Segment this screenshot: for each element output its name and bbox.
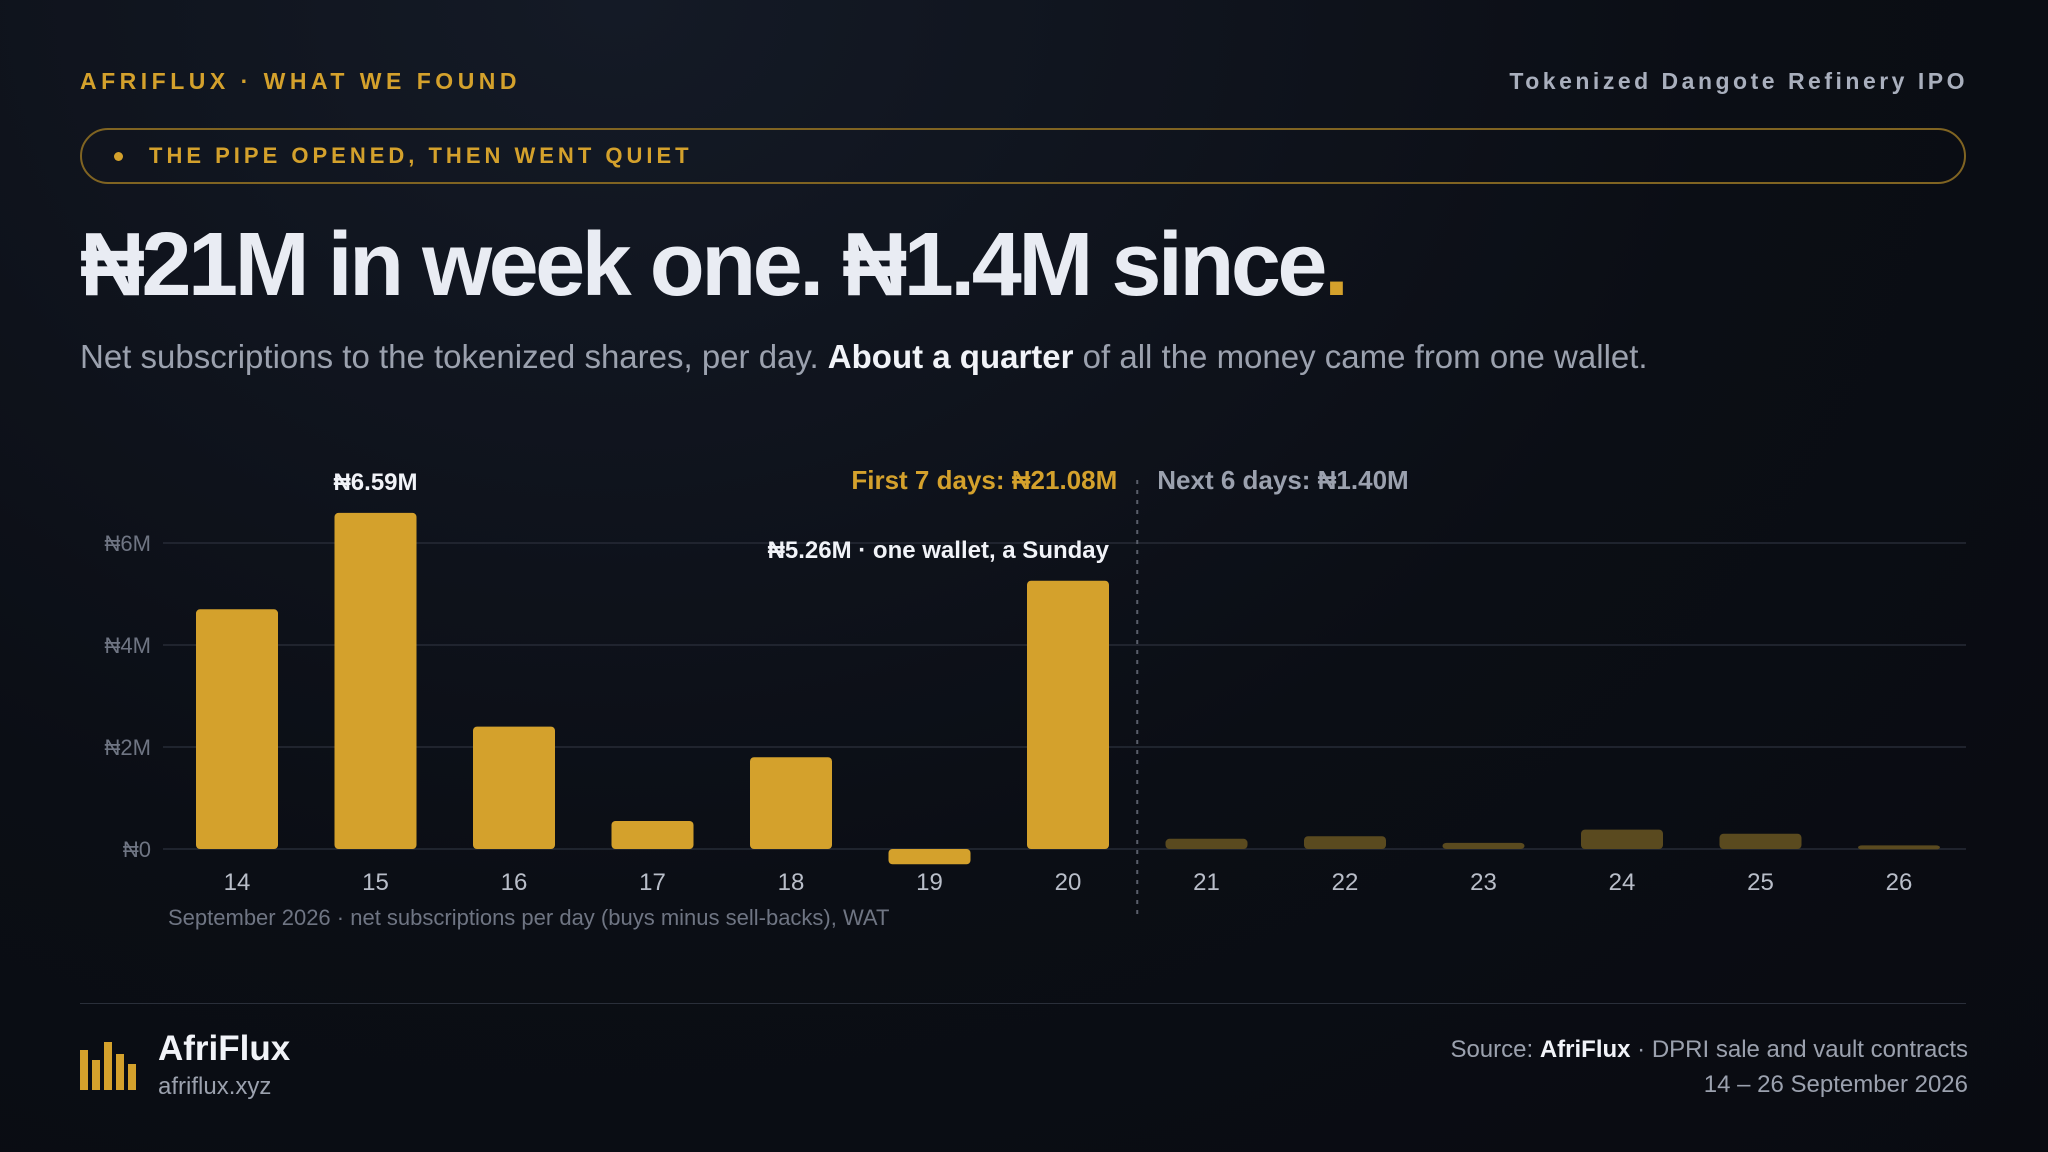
bar [1719, 833, 1802, 849]
x-tick-label: 15 [362, 869, 389, 896]
headline-main: ₦21M in week one. ₦1.4M since [80, 215, 1327, 315]
y-tick-label: ₦4M [105, 633, 151, 658]
data-label-peak: ₦6.59M [333, 469, 417, 496]
source-note: Source: AfriFlux · DPRI sale and vault c… [1450, 1032, 1968, 1102]
kicker: AFRIFLUX · WHAT WE FOUND [80, 68, 522, 94]
period-label-next: Next 6 days: ₦1.40M [1157, 465, 1408, 495]
footer-divider [80, 1003, 1966, 1004]
bar [334, 512, 417, 849]
data-label-wallet: ₦5.26M · one wallet, a Sunday [768, 537, 1110, 564]
bar [750, 757, 832, 849]
source-bold: AfriFlux [1539, 1036, 1631, 1063]
x-tick-label: 18 [778, 869, 805, 896]
x-tick-label: 14 [224, 869, 251, 896]
brand-name: AfriFlux [158, 1029, 291, 1068]
subhead-post: of all the money came from one wallet. [1073, 338, 1648, 375]
x-tick-label: 17 [639, 869, 666, 896]
bar [1027, 580, 1109, 849]
bar [196, 609, 278, 849]
source-pre: Source: [1450, 1036, 1540, 1063]
y-tick-label: ₦0 [123, 837, 151, 862]
x-tick-label: 21 [1193, 869, 1220, 896]
x-tick-label: 25 [1747, 869, 1774, 896]
x-tick-label: 23 [1470, 869, 1497, 896]
period-label-first: First 7 days: ₦21.08M [851, 465, 1117, 495]
y-tick-label: ₦2M [105, 735, 151, 760]
bar [1442, 842, 1525, 849]
brand-url: afriflux.xyz [158, 1072, 272, 1100]
topic-label: Tokenized Dangote Refinery IPO [1509, 68, 1968, 94]
x-tick-label: 22 [1332, 869, 1359, 896]
subheadline: Net subscriptions to the tokenized share… [80, 338, 1648, 376]
x-tick-label: 24 [1609, 869, 1636, 896]
date-range: 14 – 26 September 2026 [1703, 1071, 1968, 1098]
bar [1304, 836, 1386, 849]
brand: AfriFlux afriflux.xyz [80, 1029, 291, 1101]
bar [611, 820, 694, 849]
x-tick-label: 16 [501, 869, 528, 896]
subhead-bold: About a quarter [827, 338, 1074, 375]
pill-text: THE PIPE OPENED, THEN WENT QUIET [149, 143, 693, 168]
bar [473, 726, 555, 849]
bullet-dot-icon [114, 151, 123, 161]
headline-dot: . [1323, 215, 1349, 315]
bar-chart-logo-icon [80, 1042, 136, 1091]
x-tick-label: 20 [1055, 869, 1082, 896]
x-tick-label: 26 [1886, 869, 1913, 896]
source-line: Source: AfriFlux · DPRI sale and vault c… [1450, 1032, 1968, 1067]
y-tick-label: ₦6M [105, 531, 151, 556]
subhead-pre: Net subscriptions to the tokenized share… [80, 338, 828, 375]
bar [1165, 838, 1248, 849]
bar [1858, 845, 1940, 850]
source-post: · DPRI sale and vault contracts [1630, 1036, 1968, 1063]
bar-chart: ₦0 ₦2M ₦4M ₦6M 14 15 16 17 18 19 20 21 22 23 24 25 26 Sep… [105, 465, 1966, 930]
bar [888, 849, 971, 865]
finding-pill: THE PIPE OPENED, THEN WENT QUIET [80, 128, 1966, 184]
bar [1581, 829, 1663, 849]
brand-text: AfriFlux afriflux.xyz [158, 1029, 291, 1101]
x-tick-label: 19 [916, 869, 943, 896]
headline: ₦21M in week one. ₦1.4M since. [80, 220, 1349, 310]
x-axis-label: September 2026 · net subscriptions per d… [168, 905, 889, 930]
